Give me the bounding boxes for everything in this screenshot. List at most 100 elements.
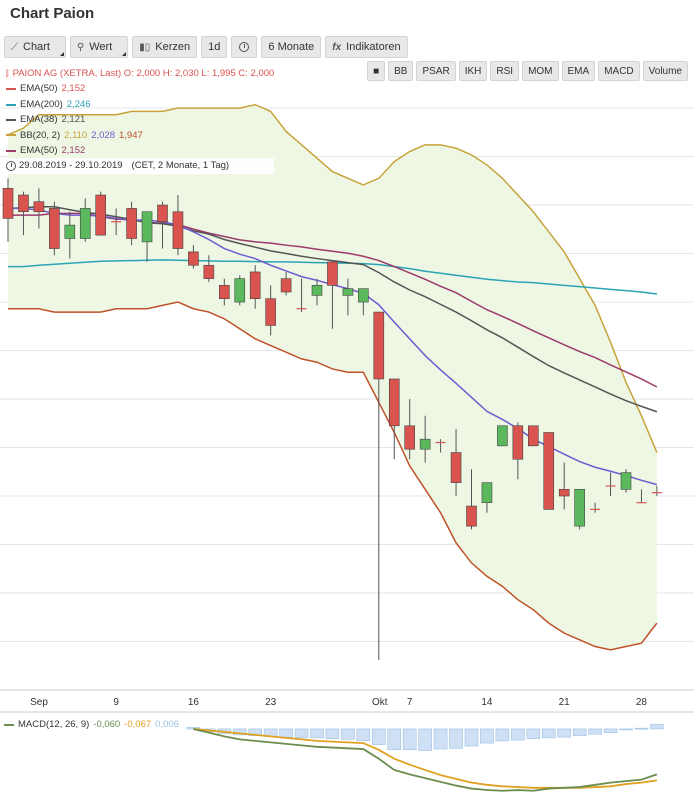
ind-ikh-button[interactable]: IKH xyxy=(458,61,488,81)
legend-value: 2,152 xyxy=(61,145,86,157)
clock-icon xyxy=(239,42,250,52)
ind-psar-button[interactable]: PSAR xyxy=(416,61,456,81)
macd-histogram-bar xyxy=(464,728,479,747)
candle-body xyxy=(18,194,29,213)
ind-macd-button[interactable]: MACD xyxy=(598,61,640,81)
x-tick-label: 9 xyxy=(113,697,119,708)
indicators-label: Indikatoren xyxy=(346,41,401,53)
legend-label: BB(20, 2) xyxy=(20,129,61,141)
candle-body xyxy=(466,505,477,527)
legend-label: EMA(50) xyxy=(20,145,58,157)
candle-body xyxy=(157,204,168,223)
legend-item-ema200[interactable]: EMA(200) 2,246 xyxy=(6,97,274,112)
macd-histogram-bar xyxy=(526,728,541,739)
legend-main: ⫿ PAION AG (XETRA, Last) O: 2,000 H: 2,0… xyxy=(6,66,274,81)
candle-body xyxy=(79,208,91,239)
legend-value: 2,152 xyxy=(61,83,86,95)
chart-type-label: Chart xyxy=(23,41,50,53)
candle-body xyxy=(481,482,493,504)
candle-body xyxy=(620,472,632,490)
x-tick-label: 14 xyxy=(481,697,493,708)
candle-body xyxy=(64,224,76,239)
candle-body xyxy=(234,278,246,303)
kerzen-label: Kerzen xyxy=(155,41,191,53)
candle-body xyxy=(172,211,184,249)
legend-item-bb[interactable]: BB(20, 2) 2,110 2,028 1,947 xyxy=(6,128,274,143)
x-tick-label: Sep xyxy=(30,697,48,708)
candle-body xyxy=(49,208,60,249)
ind-volume-button[interactable]: Volume xyxy=(642,61,688,81)
legend-item-ema50b[interactable]: EMA(50) 2,152 xyxy=(6,143,274,158)
candle-body xyxy=(203,264,215,279)
interval-label: 1d xyxy=(208,41,221,53)
indicators-button[interactable]: fx Indikatoren xyxy=(325,36,408,58)
legend-value: 2,028 xyxy=(91,129,115,141)
x-tick-label: 21 xyxy=(559,697,571,708)
indicator-toolbar: ■ BB PSAR IKH RSI MOM EMA MACD Volume xyxy=(367,61,688,81)
wert-button[interactable]: ⚲ Wert xyxy=(69,36,129,58)
macd-histogram-bar xyxy=(387,728,402,751)
macd-histogram-bar xyxy=(495,728,510,742)
candle-body xyxy=(311,285,323,296)
bb-upper-line xyxy=(7,103,658,453)
legend-label: EMA(200) xyxy=(20,98,63,110)
ind-mom-button[interactable]: MOM xyxy=(522,61,559,81)
bb-lower-line xyxy=(8,301,658,651)
macd-histogram-bar xyxy=(341,728,355,740)
bollinger-band-fill xyxy=(8,104,657,650)
candle-body xyxy=(404,425,416,450)
x-tick-label: Okt xyxy=(372,697,388,708)
candle-body xyxy=(450,452,462,483)
interval-button[interactable]: 1d xyxy=(201,36,228,58)
wert-label: Wert xyxy=(89,41,113,53)
macd-histogram-bar xyxy=(541,728,556,739)
ind-ema-button[interactable]: EMA xyxy=(561,61,596,81)
candle-body xyxy=(219,285,230,300)
clock-button[interactable] xyxy=(231,36,258,58)
macd-swatch xyxy=(4,723,14,726)
bookmark-button[interactable]: ■ xyxy=(367,61,386,81)
range-button[interactable]: 6 Monate xyxy=(261,36,322,58)
legend-swatch xyxy=(6,134,16,137)
line-chart-icon: ⟋ xyxy=(11,41,18,53)
macd-legend: MACD(12, 26, 9) -0,060 -0,067 0,006 xyxy=(4,719,179,730)
fx-icon: fx xyxy=(332,41,342,53)
ind-rsi-button[interactable]: RSI xyxy=(490,61,520,81)
candle-body xyxy=(342,288,354,296)
chart-legend: ⫿ PAION AG (XETRA, Last) O: 2,000 H: 2,0… xyxy=(6,66,275,174)
candlestick-icon: ▮▯ xyxy=(139,41,151,53)
kerzen-button[interactable]: ▮▯ Kerzen xyxy=(132,36,198,58)
candle-body xyxy=(280,278,292,293)
legend-value: 1,947 xyxy=(119,129,143,141)
legend-item-ema38[interactable]: EMA(38) 2,121 xyxy=(6,112,274,127)
legend-swatch xyxy=(6,149,16,152)
macd-histogram-bar xyxy=(294,728,309,739)
candle-body xyxy=(373,311,385,380)
macd-histogram-bar xyxy=(279,728,293,738)
candle-body xyxy=(574,489,585,527)
candle-body xyxy=(265,298,276,326)
candle-body xyxy=(558,489,570,497)
range-label: 6 Monate xyxy=(268,41,315,53)
candle-body xyxy=(95,194,106,236)
legend-value: 2,121 xyxy=(61,114,86,126)
macd-histogram-bar xyxy=(572,728,587,736)
macd-histogram-bar xyxy=(634,727,649,730)
legend-label: EMA(38) xyxy=(20,114,58,126)
bookmark-icon: ■ xyxy=(373,65,380,77)
search-icon: ⚲ xyxy=(76,41,85,53)
ind-bb-button[interactable]: BB xyxy=(388,61,414,81)
macd-histogram-bar xyxy=(418,728,432,751)
candle-body xyxy=(419,438,431,450)
legend-item-ema50[interactable]: EMA(50) 2,152 xyxy=(6,81,274,96)
legend-dates: 29.08.2019 - 29.10.2019 (CET, 2 Monate, … xyxy=(6,158,275,174)
macd-histogram-bar xyxy=(325,728,340,739)
macd-label: MACD(12, 26, 9) xyxy=(18,719,90,730)
candle-body xyxy=(249,271,261,300)
chart-toolbar: ⟋ Chart ⚲ Wert ▮▯ Kerzen 1d 6 Monate fx … xyxy=(4,36,408,58)
legend-swatch xyxy=(6,88,16,91)
candle-body xyxy=(527,425,539,447)
chart-type-button[interactable]: ⟋ Chart xyxy=(4,36,66,58)
macd-value: -0,060 xyxy=(93,719,121,730)
